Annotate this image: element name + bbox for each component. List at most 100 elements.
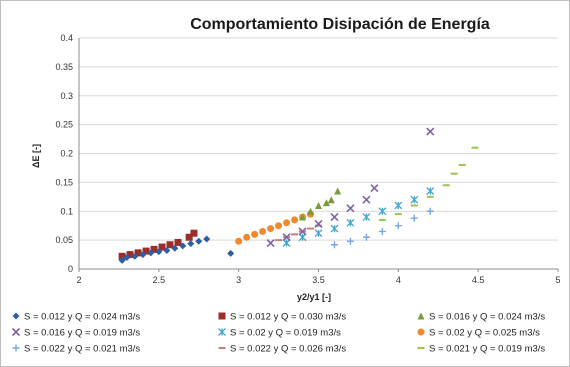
chart-title: Comportamiento Disipación de Energía xyxy=(190,16,490,33)
data-point xyxy=(118,256,126,264)
x-tick-label: 4.5 xyxy=(472,275,485,285)
data-point xyxy=(346,204,355,213)
data-point xyxy=(139,251,147,259)
y-axis-title: ΔE [-] xyxy=(31,144,41,168)
data-point xyxy=(134,249,142,257)
data-point xyxy=(179,242,187,250)
data-point xyxy=(291,216,299,224)
data-point xyxy=(370,184,379,193)
legend-entry-label: S = 0.022 y Q = 0.026 m3/s xyxy=(230,344,346,355)
data-point xyxy=(126,251,134,259)
data-point xyxy=(362,195,371,204)
legend: S = 0.012 y Q = 0.024 m3/s S = 0.012 y Q … xyxy=(11,312,545,355)
legend-marker xyxy=(12,312,20,320)
data-point xyxy=(171,244,179,252)
data-point xyxy=(307,207,315,215)
y-tick-label: 0.2 xyxy=(60,149,73,159)
legend-marker xyxy=(11,327,21,337)
data-points xyxy=(118,127,479,264)
x-tick-label: 3 xyxy=(236,275,241,285)
legend-entry-label: S = 0.012 y Q = 0.024 m3/s xyxy=(24,312,140,323)
data-point xyxy=(267,225,275,233)
legend-marker xyxy=(417,328,425,336)
data-point xyxy=(346,237,354,245)
legend-marker xyxy=(417,312,425,320)
legend-entry-label: S = 0.02 y Q = 0.019 m3/s xyxy=(230,328,341,339)
x-tick-label: 2.5 xyxy=(153,275,166,285)
data-point xyxy=(426,127,435,136)
data-point xyxy=(378,227,386,235)
x-tick-label: 4 xyxy=(396,275,401,285)
data-point xyxy=(158,243,166,251)
legend-marker xyxy=(218,312,226,320)
data-point xyxy=(298,227,307,236)
data-point xyxy=(131,252,139,260)
data-point xyxy=(185,233,193,241)
data-point xyxy=(259,227,267,235)
data-point xyxy=(378,207,387,216)
data-point xyxy=(330,224,339,233)
data-point xyxy=(266,238,275,248)
x-tick-label: 5 xyxy=(555,275,560,285)
data-point xyxy=(315,201,322,209)
data-point xyxy=(142,247,150,255)
data-point xyxy=(166,241,174,249)
data-point xyxy=(235,237,243,245)
data-point xyxy=(426,187,435,195)
data-point xyxy=(394,201,403,210)
data-point xyxy=(155,248,163,256)
data-point xyxy=(346,218,355,227)
legend-entry-label: S = 0.021 y Q = 0.019 m3/s xyxy=(429,344,545,355)
legend-marker xyxy=(218,328,226,336)
x-tick-label: 2 xyxy=(76,275,81,285)
data-point xyxy=(410,214,418,222)
data-point xyxy=(203,235,211,243)
data-point xyxy=(362,213,371,221)
y-tick-label: 0.25 xyxy=(55,120,73,130)
data-point xyxy=(147,249,155,257)
x-axis-title: y2/y1 [-] xyxy=(297,292,331,302)
data-point xyxy=(123,253,131,261)
data-point xyxy=(251,230,259,238)
legend-entry-label: S = 0.016 y Q = 0.024 m3/s xyxy=(429,312,545,323)
data-point xyxy=(190,229,198,237)
data-point xyxy=(195,237,203,245)
data-point xyxy=(410,195,419,204)
data-point xyxy=(362,233,370,241)
data-point xyxy=(394,222,402,230)
data-point xyxy=(314,219,323,229)
x-tick-label: 3.5 xyxy=(312,275,325,285)
y-tick-label: 0.35 xyxy=(55,62,73,72)
data-point xyxy=(282,233,291,242)
y-tick-label: 0.15 xyxy=(55,177,73,187)
data-point xyxy=(327,196,335,204)
data-point xyxy=(314,229,323,238)
data-point xyxy=(283,219,291,227)
y-tick-label: 0.1 xyxy=(60,206,73,216)
legend-entry-label: S = 0.022 y Q = 0.021 m3/s xyxy=(24,344,140,355)
y-tick-label: 0 xyxy=(68,264,73,274)
y-tick-label: 0.3 xyxy=(60,91,73,101)
data-point xyxy=(334,187,342,195)
data-point xyxy=(243,233,251,241)
legend-entry-label: S = 0.016 y Q = 0.019 m3/s xyxy=(24,328,140,339)
data-point xyxy=(330,212,339,222)
legend-entry-label: S = 0.02 y Q = 0.025 m3/s xyxy=(429,328,540,339)
data-point xyxy=(150,245,158,253)
data-point xyxy=(227,249,235,257)
legend-marker xyxy=(12,344,20,352)
data-point xyxy=(330,241,338,249)
data-point xyxy=(322,199,330,207)
data-point xyxy=(118,252,126,260)
data-point xyxy=(426,207,434,215)
data-point xyxy=(299,213,307,221)
y-tick-label: 0.05 xyxy=(55,235,73,245)
data-point xyxy=(174,238,182,246)
legend-entry-label: S = 0.012 y Q = 0.030 m3/s xyxy=(230,312,346,323)
data-point xyxy=(163,247,171,255)
axes: 0 0.05 0.1 0.15 0.2 0.25 0.3 0.35 0.4 2 2.5 3 3.5 4 4.… xyxy=(55,33,560,285)
data-point xyxy=(275,222,283,230)
